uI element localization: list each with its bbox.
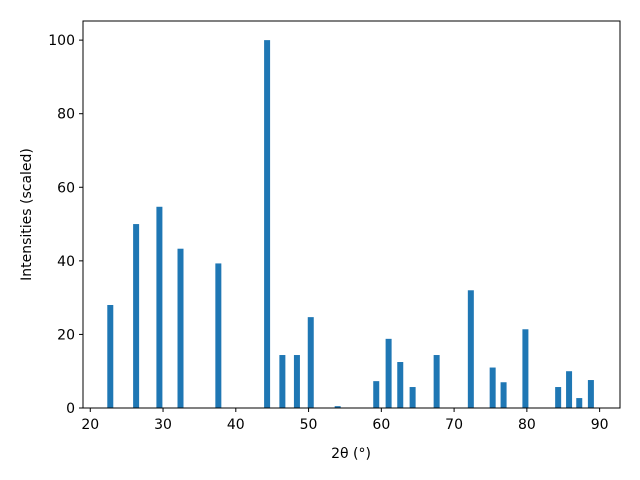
bar [500, 382, 507, 408]
bar [215, 263, 222, 408]
y-tick-label: 100 [48, 33, 75, 49]
bar [397, 362, 404, 408]
bar [576, 398, 583, 408]
bar [467, 290, 474, 408]
bar [385, 338, 392, 408]
x-tick-label: 90 [591, 417, 609, 433]
bar [334, 406, 341, 408]
bar [489, 367, 496, 408]
y-axis-label: Intensities (scaled) [19, 148, 35, 281]
x-tick-label: 70 [445, 417, 463, 433]
bar [133, 224, 140, 408]
bar [555, 387, 562, 408]
bar [293, 355, 300, 408]
bar [566, 371, 573, 408]
bar [107, 304, 114, 408]
x-tick-label: 80 [518, 417, 536, 433]
y-tick-label: 80 [57, 107, 75, 123]
y-tick-label: 0 [66, 401, 75, 417]
x-tick-label: 20 [81, 417, 99, 433]
x-tick-label: 30 [154, 417, 172, 433]
bar [587, 380, 594, 408]
bar [409, 387, 416, 408]
y-tick-label: 40 [57, 254, 75, 270]
x-tick-label: 50 [300, 417, 318, 433]
x-tick-label: 60 [372, 417, 390, 433]
bar [177, 248, 184, 408]
bar [279, 355, 286, 408]
plot-frame [82, 20, 621, 409]
bar [373, 381, 380, 408]
bar [522, 329, 529, 408]
bar [307, 317, 314, 408]
x-tick-label: 40 [227, 417, 245, 433]
y-tick-label: 20 [57, 327, 75, 343]
x-axis-label: 2θ (°) [331, 446, 371, 462]
bar [156, 206, 163, 408]
bar [433, 355, 440, 408]
bar [264, 40, 271, 409]
y-tick-label: 60 [57, 180, 75, 196]
